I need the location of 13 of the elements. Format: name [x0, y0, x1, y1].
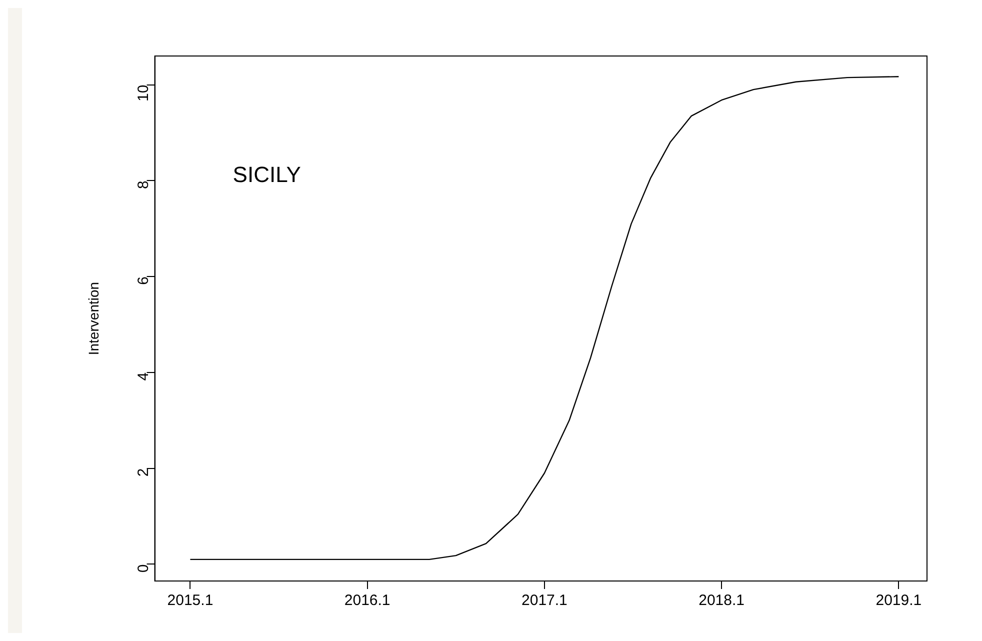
- y-tick-label: 2: [134, 468, 152, 477]
- y-tick-label: 8: [134, 180, 152, 189]
- y-tick-label: 10: [134, 84, 152, 102]
- y-tick-label: 0: [134, 564, 152, 573]
- y-tick-label: 6: [134, 276, 152, 285]
- x-tick-label: 2016.1: [344, 592, 390, 610]
- x-tick-label: 2018.1: [698, 592, 744, 610]
- x-tick-label: 2015.1: [167, 592, 214, 610]
- x-tick-label: 2017.1: [521, 592, 568, 610]
- annotation: SICILY: [232, 162, 302, 188]
- y-tick-label: 4: [134, 372, 152, 381]
- x-tick-label: 2019.1: [876, 592, 922, 610]
- y-axis-title: Intervention: [85, 282, 102, 356]
